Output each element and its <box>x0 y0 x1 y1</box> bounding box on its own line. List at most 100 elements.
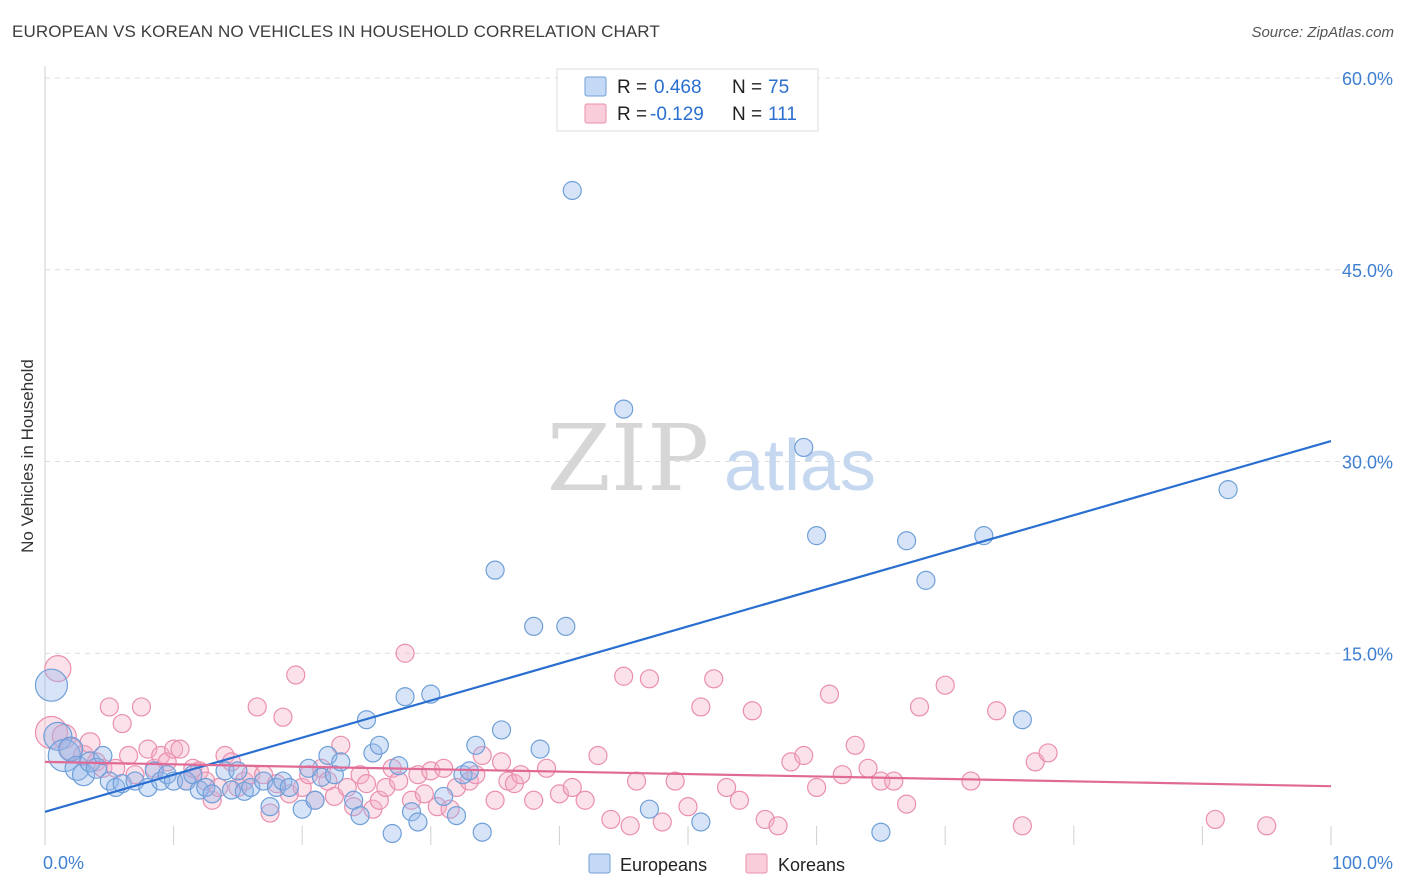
point-european <box>806 526 827 546</box>
point-european <box>472 822 492 842</box>
trend-lines <box>44 439 1332 813</box>
axes <box>44 66 1332 845</box>
point-korean <box>112 713 132 734</box>
point-korean <box>614 666 634 686</box>
point-korean <box>511 765 531 785</box>
point-european <box>305 790 325 810</box>
legend-n-value-europeans: 75 <box>768 77 789 98</box>
point-european <box>389 756 409 776</box>
point-korean <box>131 697 152 717</box>
point-korean <box>286 665 306 685</box>
legend-r-value-europeans: 0.468 <box>654 77 702 98</box>
point-european <box>485 560 505 580</box>
point-korean <box>819 684 840 704</box>
bottom-legend-label-europeans: Europeans <box>620 855 707 875</box>
point-korean <box>620 816 640 836</box>
point-korean <box>704 669 724 689</box>
watermark-zip: ZIP <box>547 405 709 512</box>
point-european <box>58 736 84 762</box>
legend-series: Europeans Koreans <box>588 853 845 875</box>
point-korean <box>691 697 711 717</box>
point-european <box>350 805 370 826</box>
point-european <box>369 735 389 755</box>
point-korean <box>987 701 1007 721</box>
data-points <box>34 70 1277 844</box>
point-european <box>916 570 936 590</box>
point-korean <box>768 816 788 836</box>
point-european <box>691 812 711 832</box>
point-korean <box>806 777 827 798</box>
point-korean <box>536 758 557 778</box>
point-european <box>530 739 550 759</box>
point-european <box>43 721 73 751</box>
point-korean <box>909 697 930 717</box>
point-korean <box>742 701 762 721</box>
point-european <box>34 668 69 702</box>
point-korean <box>961 771 981 791</box>
grid-lines <box>45 77 1392 654</box>
legend-n-label-koreans: N = <box>732 104 762 125</box>
point-european <box>871 822 891 842</box>
legend-r-value-koreans: -0.129 <box>650 104 704 125</box>
point-european <box>1218 480 1238 500</box>
point-korean <box>639 669 660 689</box>
point-korean <box>1205 809 1225 830</box>
legend-n-value-koreans: 111 <box>768 104 797 125</box>
point-european <box>279 777 299 798</box>
point-korean <box>331 735 351 755</box>
x-tick-label-max: 100.0% <box>1332 853 1393 873</box>
y-tick-label: 60.0% <box>1342 69 1393 89</box>
point-korean <box>260 803 280 823</box>
point-european <box>1012 710 1032 730</box>
point-korean <box>575 790 595 810</box>
legend-r-label-koreans: R = <box>617 104 647 125</box>
point-korean <box>170 739 190 759</box>
trend-line-koreans <box>44 760 1332 788</box>
x-tick-label-min: 0.0% <box>43 853 84 873</box>
source-label: Source: ZipAtlas.com <box>1251 24 1394 41</box>
point-korean <box>601 809 621 830</box>
point-korean <box>562 777 582 798</box>
bottom-legend-swatch-koreans <box>745 853 768 874</box>
point-korean <box>356 774 377 794</box>
point-european <box>382 823 402 844</box>
point-korean <box>588 745 608 766</box>
point-korean <box>794 745 814 766</box>
point-european <box>363 743 383 763</box>
point-korean <box>414 784 434 804</box>
y-tick-label: 15.0% <box>1342 644 1393 664</box>
trend-line-europeans <box>44 439 1332 813</box>
point-european <box>491 720 512 740</box>
point-european <box>395 687 415 707</box>
point-korean <box>273 707 293 727</box>
point-european <box>93 745 113 766</box>
point-korean <box>524 790 544 810</box>
legend-r-label-europeans: R = <box>617 77 647 98</box>
point-korean <box>678 797 698 817</box>
point-korean <box>665 771 685 791</box>
y-tick-label: 45.0% <box>1342 261 1393 281</box>
point-european <box>614 399 634 419</box>
point-korean <box>652 812 672 832</box>
point-korean <box>832 765 852 785</box>
point-european <box>562 180 582 201</box>
point-european <box>897 531 917 551</box>
point-korean <box>845 735 865 755</box>
point-korean <box>897 794 917 814</box>
point-korean <box>247 697 267 717</box>
point-korean <box>884 771 904 791</box>
point-korean <box>395 643 415 663</box>
point-european <box>202 784 222 804</box>
point-korean <box>118 745 139 766</box>
point-european <box>446 805 467 826</box>
point-european <box>466 735 486 755</box>
point-korean <box>1012 816 1032 836</box>
point-european <box>408 812 428 832</box>
point-korean <box>729 790 750 810</box>
point-korean <box>935 675 955 695</box>
point-european <box>524 616 544 637</box>
point-korean <box>408 765 428 785</box>
point-european <box>260 797 280 817</box>
tick-labels: 15.0% 30.0% 45.0% 60.0% 0.0% 100.0% <box>43 69 1393 873</box>
